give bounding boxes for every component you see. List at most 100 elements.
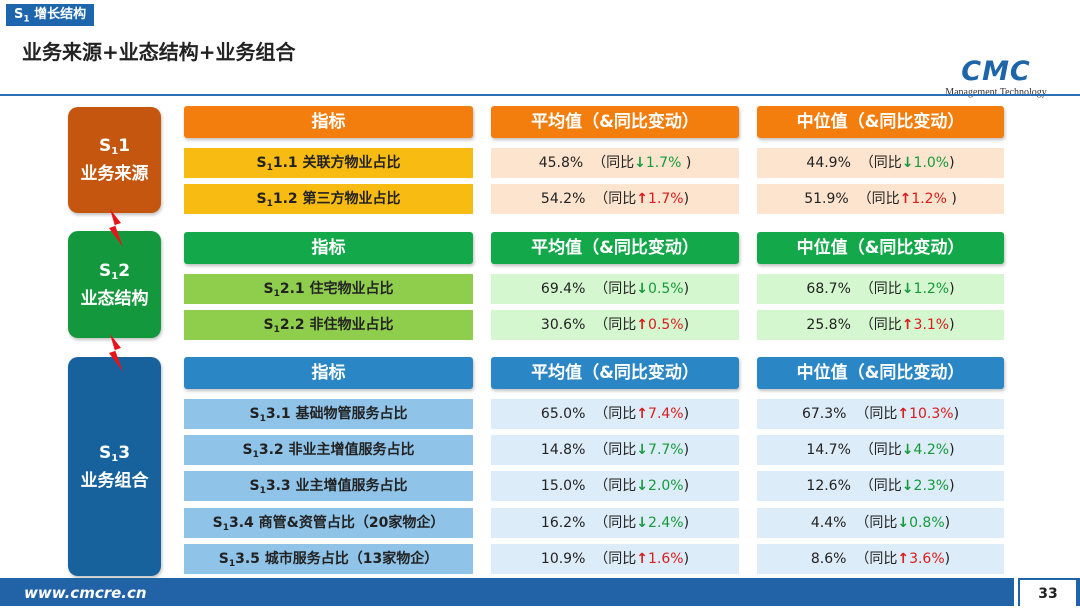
yoy-label: （同比 bbox=[855, 406, 898, 422]
group-label-1: S11 业务来源 bbox=[68, 107, 161, 213]
median-cell: 14.7% （同比↓4.2%) bbox=[757, 435, 1004, 465]
connector-bolt-2 bbox=[109, 334, 123, 372]
median-value: 51.9% bbox=[804, 191, 849, 207]
indicator-name: 第三方物业占比 bbox=[302, 191, 401, 207]
close-paren: ) bbox=[683, 515, 690, 531]
median-value: 25.8% bbox=[806, 317, 851, 333]
median-cell: 8.6% （同比↑3.6%) bbox=[757, 544, 1004, 574]
yoy-label: （同比 bbox=[592, 155, 635, 171]
indicator-name: 基础物管服务占比 bbox=[295, 406, 408, 422]
mean-value: 16.2% bbox=[540, 515, 586, 531]
close-paren: ) bbox=[683, 281, 690, 297]
watermark bbox=[0, 140, 28, 268]
up-arrow-icon: ↑ bbox=[636, 551, 649, 567]
code-suffix: 3.5 bbox=[235, 551, 260, 567]
median-cell: 25.8% （同比↑3.1%) bbox=[757, 310, 1004, 340]
code-prefix: S bbox=[242, 442, 253, 458]
code-sub: 1 bbox=[259, 486, 266, 496]
yoy-label: （同比 bbox=[857, 191, 900, 207]
close-paren: ) bbox=[681, 155, 692, 171]
code-prefix: S bbox=[263, 317, 274, 333]
mean-cell: 65.0% （同比↑7.4%) bbox=[491, 399, 739, 429]
mean-cell: 10.9% （同比↑1.6%) bbox=[491, 544, 739, 574]
footer-bar bbox=[0, 578, 1080, 606]
close-paren: ) bbox=[946, 191, 957, 207]
median-value: 8.6% bbox=[810, 551, 847, 567]
yoy-label: （同比 bbox=[859, 317, 902, 333]
group-name: 业务组合 bbox=[80, 470, 149, 491]
page-title: 业务来源+业态结构+业务组合 bbox=[22, 40, 296, 64]
footer-separator bbox=[1014, 578, 1018, 606]
code-sub: 1 bbox=[259, 414, 266, 424]
up-arrow-icon: ↑ bbox=[901, 317, 914, 333]
code-prefix: S bbox=[256, 155, 267, 171]
yoy-label: （同比 bbox=[594, 551, 637, 567]
group-code: S12 bbox=[99, 260, 130, 288]
code-sub: 1 bbox=[273, 325, 280, 335]
median-value: 68.7% bbox=[806, 281, 851, 297]
group-name: 业务来源 bbox=[80, 164, 149, 184]
close-paren: ) bbox=[683, 551, 690, 567]
mean-change: 2.4% bbox=[648, 515, 684, 531]
indicator-cell: S11.1 关联方物业占比 bbox=[184, 148, 473, 178]
down-arrow-icon: ↓ bbox=[634, 155, 646, 171]
footer-url[interactable]: www.cmcre.cn bbox=[24, 584, 147, 602]
indicator-cell: S13.2 非业主增值服务占比 bbox=[184, 435, 473, 465]
header-median-2: 中位值（&同比变动） bbox=[757, 232, 1004, 264]
mean-value: 30.6% bbox=[540, 317, 586, 333]
company-logo: CMC Management Technology bbox=[938, 58, 1054, 100]
up-arrow-icon: ↑ bbox=[897, 406, 910, 422]
up-arrow-icon: ↑ bbox=[636, 406, 649, 422]
mean-cell: 54.2% （同比↑1.7%) bbox=[491, 184, 739, 214]
section-tag: S1 增长结构 bbox=[6, 4, 95, 26]
median-value: 67.3% bbox=[801, 406, 847, 422]
header-divider bbox=[0, 94, 1080, 96]
indicator-cell: S11.2 第三方物业占比 bbox=[184, 184, 473, 214]
median-value: 12.6% bbox=[806, 478, 851, 494]
code-sub: 1 bbox=[222, 523, 229, 533]
indicator-name: 业主增值服务占比 bbox=[295, 478, 408, 494]
median-value: 44.9% bbox=[806, 155, 851, 171]
mean-change: 7.4% bbox=[648, 406, 684, 422]
yoy-label: （同比 bbox=[859, 155, 902, 171]
yoy-label: （同比 bbox=[859, 478, 902, 494]
close-paren: ) bbox=[683, 406, 690, 422]
group-name: 业态结构 bbox=[80, 288, 149, 309]
median-change: 3.6% bbox=[909, 551, 945, 567]
up-arrow-icon: ↑ bbox=[636, 191, 649, 207]
indicator-cell: S13.1 基础物管服务占比 bbox=[184, 399, 473, 429]
code-prefix: S bbox=[256, 191, 267, 207]
down-arrow-icon: ↓ bbox=[901, 281, 914, 297]
down-arrow-icon: ↓ bbox=[901, 155, 914, 171]
group-code-suffix: 2 bbox=[118, 260, 131, 281]
close-paren: ) bbox=[953, 406, 960, 422]
mean-value: 65.0% bbox=[540, 406, 586, 422]
code-prefix: S bbox=[263, 281, 274, 297]
header-median-3: 中位值（&同比变动） bbox=[757, 357, 1004, 389]
median-value: 14.7% bbox=[806, 442, 851, 458]
close-paren: ) bbox=[949, 281, 955, 297]
mean-value: 69.4% bbox=[540, 281, 586, 297]
connector-bolt-1 bbox=[109, 209, 123, 247]
down-arrow-icon: ↓ bbox=[901, 442, 914, 458]
group-label-2: S12 业态结构 bbox=[68, 231, 161, 338]
header-mean-3: 平均值（&同比变动） bbox=[491, 357, 739, 389]
indicator-cell: S13.5 城市服务占比（13家物企） bbox=[184, 544, 473, 574]
mean-change: 1.6% bbox=[648, 551, 684, 567]
page-number: 33 bbox=[1020, 580, 1076, 606]
code-suffix: 3.1 bbox=[265, 406, 291, 422]
up-arrow-icon: ↑ bbox=[897, 551, 910, 567]
code-suffix: 1.2 bbox=[272, 191, 298, 207]
down-arrow-icon: ↓ bbox=[636, 442, 649, 458]
indicator-name: 关联方物业占比 bbox=[302, 155, 401, 171]
code-prefix: S bbox=[249, 406, 260, 422]
median-change: 1.2% bbox=[911, 191, 947, 207]
median-change: 3.1% bbox=[913, 317, 950, 333]
header-indicator-3: 指标 bbox=[184, 357, 473, 389]
group-label-3: S13 业务组合 bbox=[68, 357, 161, 576]
mean-cell: 14.8% （同比↓7.7%) bbox=[491, 435, 739, 465]
group-code-sub: 1 bbox=[111, 270, 119, 282]
mean-cell: 45.8% （同比↓1.7% ) bbox=[491, 148, 739, 178]
yoy-label: （同比 bbox=[594, 191, 637, 207]
mean-value: 15.0% bbox=[540, 478, 586, 494]
